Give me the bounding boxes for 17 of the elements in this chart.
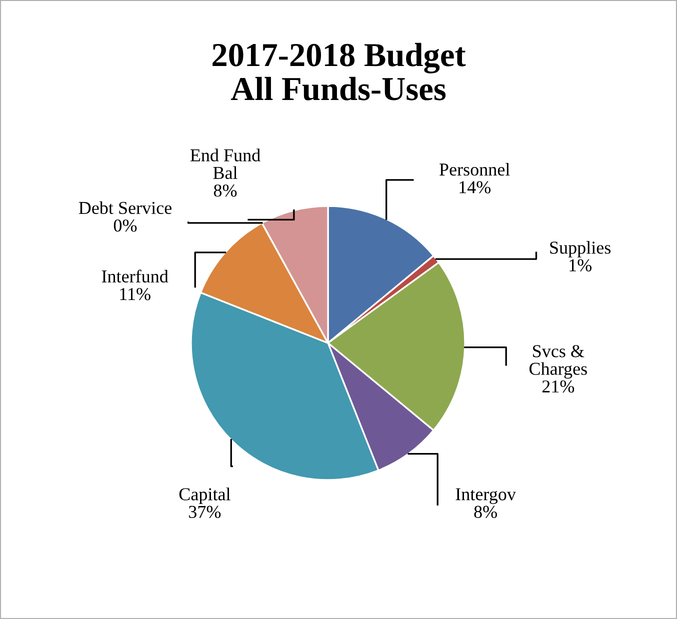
text: 0%	[114, 219, 137, 232]
data-label: 8%	[474, 506, 497, 518]
data-label: 11%	[120, 288, 150, 300]
category-label: Debt Service	[78, 201, 172, 214]
slice-label: Svcs & Charges	[529, 345, 587, 379]
slice-label: Intergov	[456, 488, 516, 504]
slice-label: Supplies	[550, 241, 611, 258]
data-label: 14%	[460, 181, 491, 194]
data-label: 8%	[214, 184, 237, 197]
data-label: 37%	[189, 506, 221, 518]
slice-label: Personnel	[440, 162, 510, 176]
chart-title: 2017-2018 Budget All Funds-Uses	[212, 42, 466, 100]
data-label: 21%	[542, 380, 574, 393]
slice-label: Capital	[179, 488, 230, 504]
slice-label: Interfund	[102, 270, 168, 283]
data-label: 1%	[570, 259, 592, 272]
slice-label: End Fund Bal	[190, 148, 260, 180]
